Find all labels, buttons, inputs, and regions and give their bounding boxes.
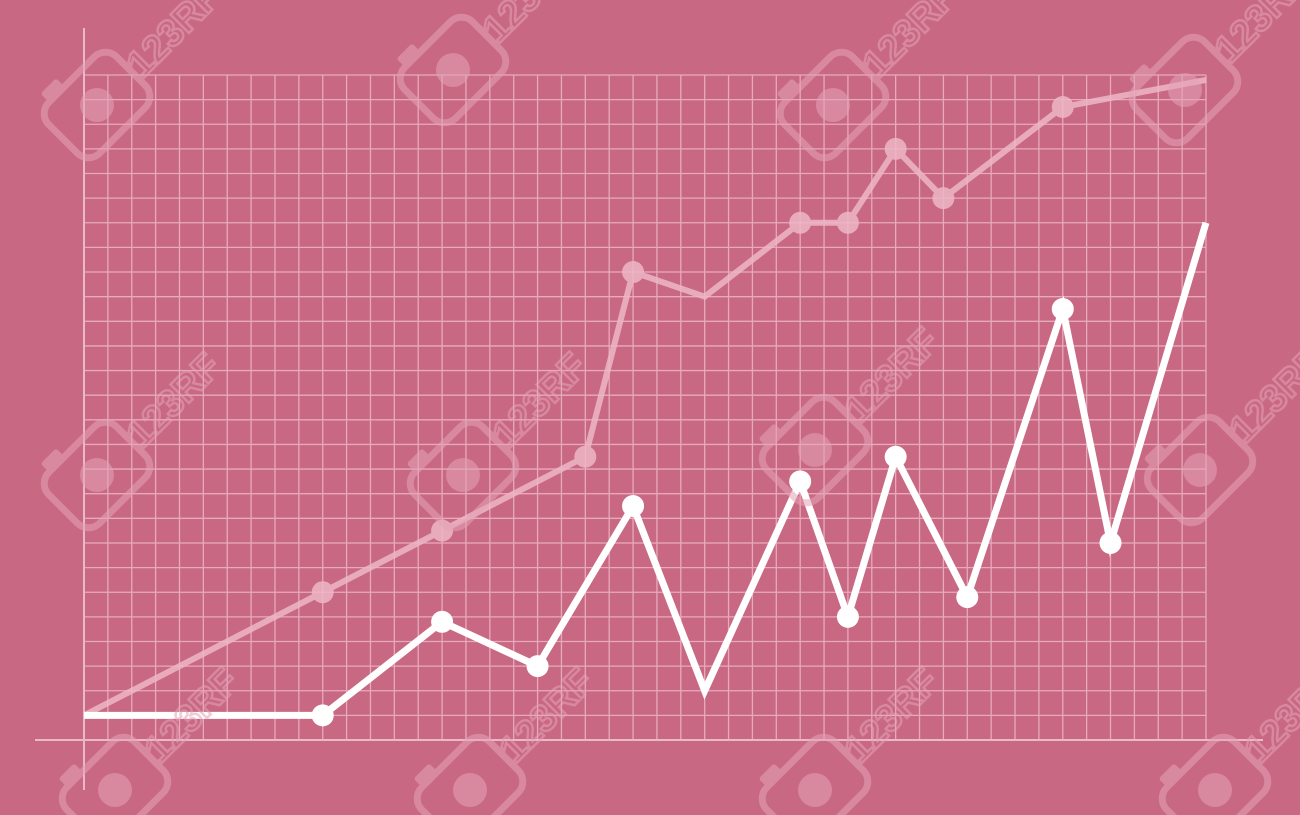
data-point [789,211,812,234]
data-point [311,704,334,727]
data-point [526,655,549,678]
data-point [1051,297,1074,320]
data-point [1099,531,1122,554]
data-point [789,470,812,493]
camera-icon [40,48,154,162]
camera-icon [758,733,872,815]
data-point [1051,96,1074,119]
series-line [82,76,1207,719]
grid [83,74,1207,741]
camera-icon [776,48,890,162]
data-point [311,581,334,604]
camera-icon [1143,413,1257,527]
data-point [622,495,645,518]
camera-icon [1128,33,1242,147]
data-point [836,211,859,234]
series [82,76,1210,727]
camera-icon [58,733,172,815]
data-point [622,261,645,284]
data-point [956,586,979,609]
camera-icon [406,418,520,532]
camera-icon [1158,733,1272,815]
series-faded [82,76,1207,719]
data-point [932,187,955,210]
camera-icon [413,733,527,815]
data-point [884,445,907,468]
camera-icon [396,13,510,127]
series-bright [84,221,1210,727]
data-point [574,445,597,468]
camera-icon [758,393,872,507]
data-point [836,605,859,628]
data-point [431,610,454,633]
camera-icon [40,418,154,532]
data-point [884,137,907,160]
